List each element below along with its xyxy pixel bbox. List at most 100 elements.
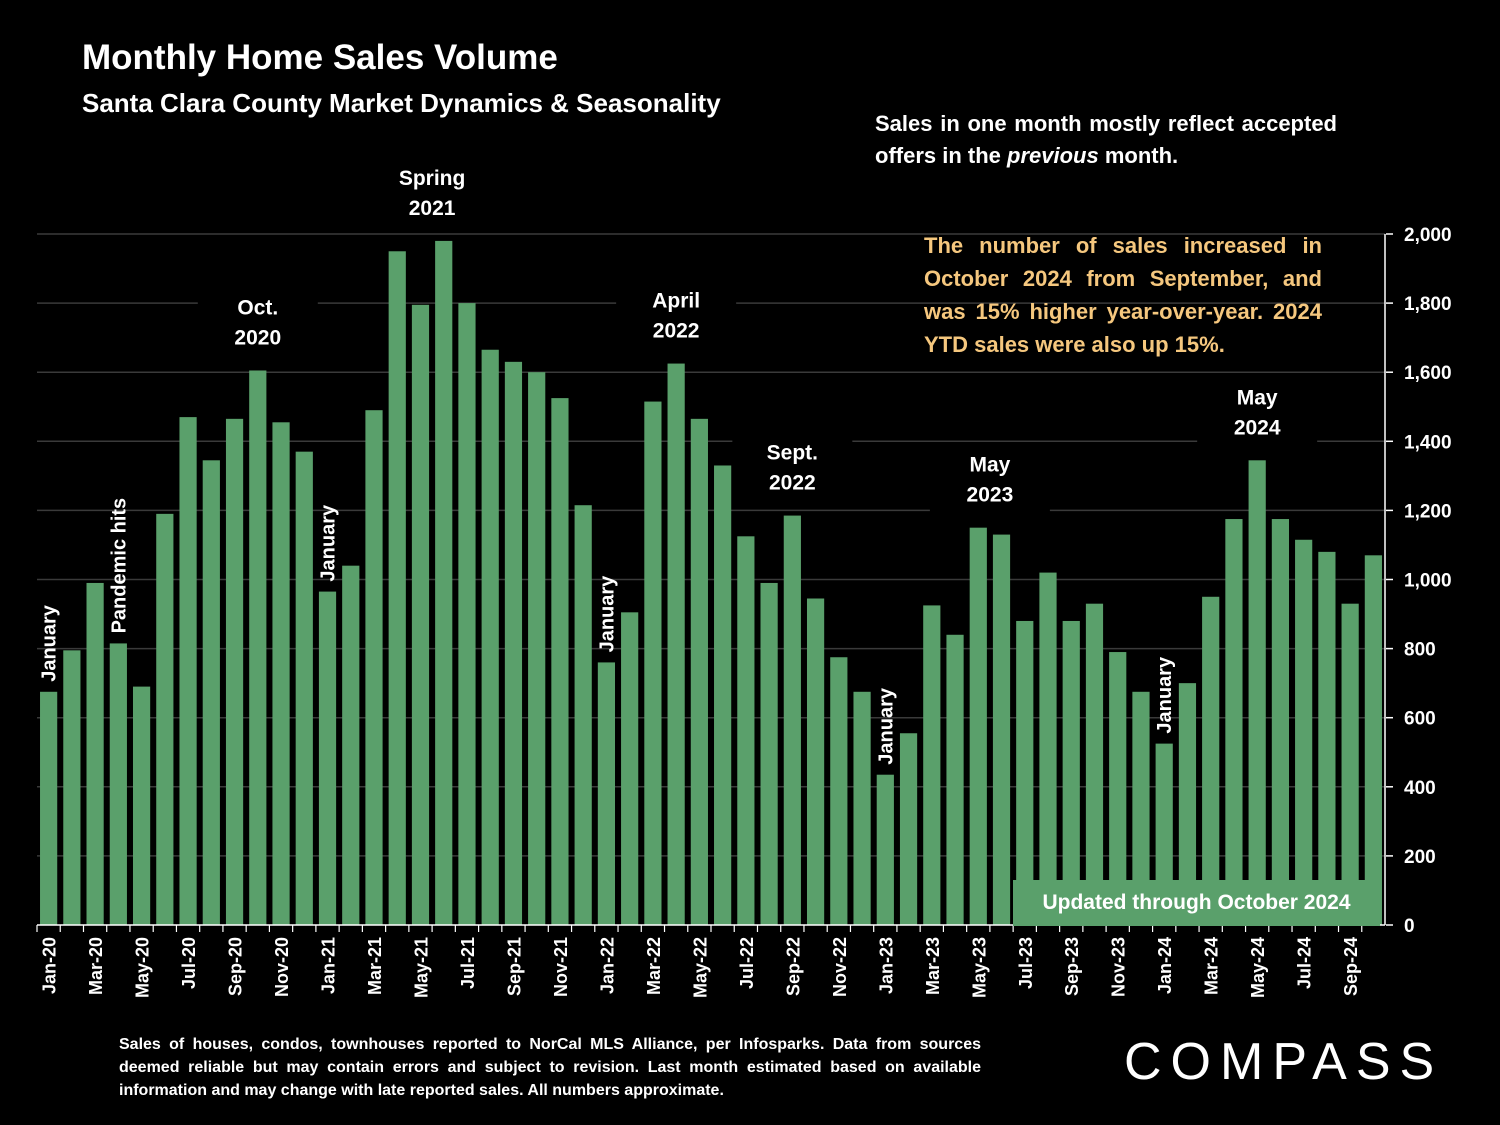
- annotation-label: 2023: [967, 484, 1014, 507]
- bar: [388, 251, 406, 925]
- annotation-label: May: [1237, 386, 1278, 409]
- x-tick-label: Nov-21: [551, 937, 571, 997]
- bar: [876, 774, 894, 925]
- x-tick-label: Nov-23: [1109, 937, 1129, 997]
- x-tick-label: Jul-23: [1016, 937, 1036, 989]
- x-tick-label: Sep-24: [1341, 937, 1361, 996]
- annotation-label: January: [596, 575, 618, 653]
- bar: [1085, 603, 1104, 925]
- annotation-label: May: [969, 454, 1010, 477]
- annotation-label: January: [875, 687, 897, 765]
- annotation-label: 2022: [653, 320, 700, 343]
- bar: [574, 505, 592, 925]
- annotation-label: Oct.: [237, 296, 278, 319]
- bar: [806, 598, 825, 925]
- x-tick-label: May-24: [1248, 937, 1268, 998]
- x-tick-label: May-22: [690, 937, 710, 998]
- annotation-label: January: [39, 604, 61, 682]
- bar: [1178, 683, 1197, 925]
- x-tick-label: Mar-23: [923, 937, 943, 995]
- bar: [504, 361, 523, 926]
- annotation-background: [1197, 380, 1318, 447]
- bar: [435, 240, 453, 925]
- annotation-background: [197, 290, 318, 357]
- source-footnote: Sales of houses, condos, townhouses repo…: [119, 1036, 981, 1099]
- x-tick-label: Jul-21: [458, 937, 478, 989]
- x-tick-label: Jan-22: [597, 937, 617, 994]
- updated-badge: Updated through October 2024: [1013, 880, 1380, 926]
- bar: [969, 527, 987, 925]
- y-tick-label: 600: [1404, 709, 1436, 730]
- bar: [318, 591, 337, 925]
- annotation-background: [732, 435, 853, 502]
- bar: [1318, 551, 1336, 925]
- bar: [458, 303, 476, 926]
- annotation-label: January: [1154, 656, 1176, 734]
- bar: [411, 304, 430, 925]
- compass-logo: COMPASS: [1124, 1033, 1444, 1091]
- bar: [644, 401, 662, 925]
- annotation-label: 2024: [1234, 416, 1281, 439]
- bar: [342, 565, 360, 925]
- bar: [132, 686, 151, 925]
- x-tick-label: Jul-24: [1295, 937, 1315, 989]
- x-tick-label: May-21: [411, 937, 431, 998]
- note-text-italic: previous: [1007, 143, 1099, 168]
- x-tick-label: Mar-22: [644, 937, 664, 995]
- bar: [528, 372, 546, 925]
- bar: [1225, 519, 1243, 925]
- bar: [853, 691, 871, 925]
- bar: [760, 582, 778, 925]
- bar: [830, 657, 848, 925]
- x-tick-label: May-20: [133, 937, 153, 998]
- y-tick-label: 1,800: [1404, 294, 1452, 315]
- bar: [621, 612, 639, 925]
- x-tick-label: Jan-21: [319, 937, 339, 994]
- note-text-end: month.: [1098, 143, 1179, 168]
- x-tick-label: Jan-23: [876, 937, 896, 994]
- annotation-background: [372, 160, 493, 227]
- annotation-label: January: [318, 504, 340, 582]
- x-tick-label: Nov-20: [272, 937, 292, 997]
- bar: [690, 418, 708, 925]
- bar: [86, 582, 104, 925]
- annotation-background: [616, 283, 737, 350]
- bar: [1341, 603, 1359, 925]
- bar: [667, 363, 685, 925]
- bar: [481, 349, 499, 925]
- y-tick-label: 1,400: [1404, 432, 1452, 453]
- x-tick-label: Mar-24: [1202, 937, 1222, 995]
- y-tick-label: 200: [1404, 847, 1436, 868]
- bar: [40, 691, 58, 925]
- annotation-label: 2020: [234, 326, 281, 349]
- bar: [899, 733, 918, 925]
- y-tick-label: 400: [1404, 778, 1436, 799]
- bar: [1109, 652, 1127, 925]
- y-tick-label: 1,200: [1404, 501, 1452, 522]
- x-tick-label: Jan-20: [40, 937, 60, 994]
- bar: [1202, 596, 1220, 925]
- annotation-background: [929, 447, 1050, 514]
- y-tick-label: 0: [1404, 916, 1415, 937]
- highlight-note: The number of sales increased in October…: [924, 233, 1322, 357]
- x-tick-label: Jan-24: [1155, 937, 1175, 994]
- bar: [992, 534, 1011, 925]
- chart-subtitle: Santa Clara County Market Dynamics & Sea…: [82, 88, 721, 118]
- bar: [109, 643, 127, 925]
- x-tick-label: Jul-20: [179, 937, 199, 989]
- x-tick-label: Mar-21: [365, 937, 385, 995]
- y-tick-label: 2,000: [1404, 225, 1452, 246]
- bar: [597, 662, 616, 925]
- x-tick-label: Sep-22: [783, 937, 803, 996]
- bar: [365, 410, 383, 926]
- chart-title: Monthly Home Sales Volume: [82, 38, 558, 77]
- bar: [946, 634, 964, 925]
- bar: [1271, 519, 1290, 925]
- note-text-start: Sales in one month mostly reflect accept…: [875, 111, 1337, 168]
- bar: [1248, 460, 1266, 925]
- bar: [202, 460, 220, 925]
- bar: [1155, 743, 1173, 925]
- x-tick-label: Sep-20: [226, 937, 246, 996]
- bar: [1039, 572, 1057, 925]
